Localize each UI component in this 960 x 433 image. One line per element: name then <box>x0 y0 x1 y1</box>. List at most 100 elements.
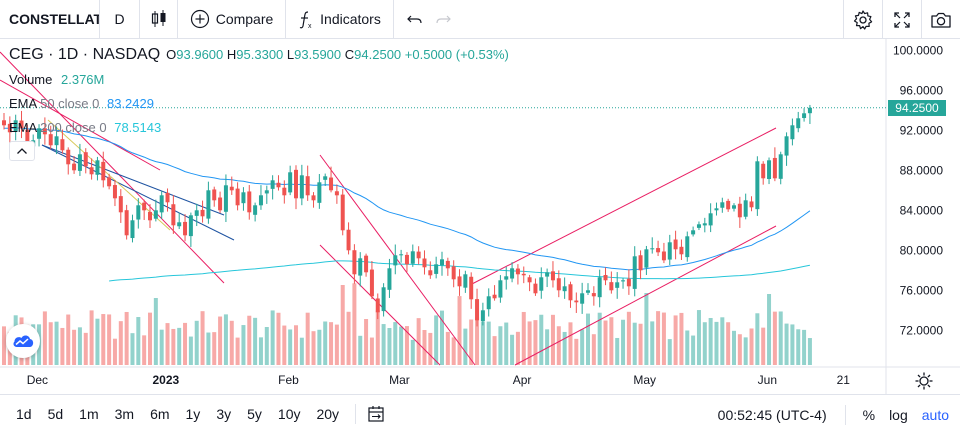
tradingview-logo[interactable] <box>6 324 40 358</box>
candle <box>673 230 678 260</box>
trendline-drawings[interactable] <box>0 51 777 366</box>
candle-body <box>416 251 421 259</box>
candle-body <box>112 185 117 199</box>
snapshot-button[interactable] <box>921 0 960 39</box>
range-3y[interactable]: 3y <box>216 406 232 422</box>
fullscreen-button[interactable] <box>882 0 921 39</box>
candle <box>539 267 544 299</box>
candle <box>294 165 298 210</box>
volume-bars <box>2 283 812 365</box>
price-axis[interactable]: 100.0000 96.0000 92.0000 88.0000 84.0000 80.0… <box>893 43 943 337</box>
candle-body <box>311 195 316 201</box>
candle-body <box>434 264 439 274</box>
volume-bar <box>288 329 293 365</box>
volume-bar <box>311 331 316 365</box>
candle-body <box>2 120 6 126</box>
legend-ohlc: O93.9600 H95.3300 L93.5900 C94.2500 +0.5… <box>166 47 509 62</box>
calendar-range-icon[interactable] <box>366 404 386 424</box>
candle-body <box>790 125 795 140</box>
candle-body <box>696 224 701 228</box>
candle <box>89 158 94 180</box>
candle-body <box>393 255 398 266</box>
volume-bar <box>136 317 141 365</box>
bottom-right-group: 00:52:45 (UTC-4) % log auto <box>718 395 960 433</box>
volume-bar <box>515 331 520 365</box>
indicators-button[interactable]: x Indicators <box>286 0 394 39</box>
candle <box>282 180 287 204</box>
candle <box>428 261 433 279</box>
percent-toggle[interactable]: % <box>862 406 876 423</box>
legend-volume-row[interactable]: Volume 2.376M <box>9 72 104 87</box>
price-chart[interactable]: 100.0000 96.0000 92.0000 88.0000 84.0000 80.0… <box>0 39 960 394</box>
interval-button[interactable]: D <box>100 0 140 39</box>
candle-body <box>282 187 287 196</box>
volume-bar <box>404 326 409 365</box>
redo-icon[interactable] <box>434 10 452 28</box>
volume-bar <box>60 327 65 365</box>
volume-bar <box>720 317 725 365</box>
settings-button[interactable] <box>843 0 882 39</box>
candle-body <box>743 200 748 217</box>
candle <box>329 166 334 193</box>
range-3m[interactable]: 3m <box>114 406 135 422</box>
candle <box>317 174 322 209</box>
candle-body <box>159 195 164 213</box>
legend-ema50-row[interactable]: EMA 50 close 0 83.2429 <box>9 96 154 111</box>
clock-timezone[interactable]: 00:52:45 (UTC-4) <box>718 404 846 425</box>
volume-bar <box>691 335 696 365</box>
candle-body <box>72 163 77 171</box>
volume-bar <box>42 311 47 365</box>
symbol-search-button[interactable]: CONSTELLATION <box>0 0 100 39</box>
volume-bar <box>346 311 351 365</box>
candle <box>346 222 351 255</box>
candle <box>323 173 328 187</box>
time-axis[interactable]: Dec 2023 Feb Mar Apr May Jun 21 <box>27 373 851 387</box>
range-5d[interactable]: 5d <box>47 406 64 422</box>
compare-button[interactable]: Compare <box>178 0 286 39</box>
axis-settings-button[interactable] <box>914 371 934 391</box>
legend-ema200-row[interactable]: EMA 200 close 0 78.5143 <box>9 120 161 135</box>
candle-body <box>510 268 515 279</box>
candle-body <box>299 175 304 199</box>
candle <box>299 164 304 206</box>
range-1m[interactable]: 1m <box>79 406 99 422</box>
log-toggle[interactable]: log <box>889 406 908 423</box>
candle-body <box>235 188 240 206</box>
range-5y[interactable]: 5y <box>247 406 262 422</box>
ema50-label: EMA <box>9 96 37 111</box>
candle <box>404 252 409 272</box>
chart-type-button[interactable] <box>140 0 178 39</box>
candle <box>802 108 807 122</box>
candle <box>545 268 550 288</box>
range-20y[interactable]: 20y <box>316 406 340 422</box>
range-10y[interactable]: 10y <box>277 406 301 422</box>
candle-body <box>749 201 754 208</box>
candle <box>7 116 12 144</box>
candle <box>387 258 392 298</box>
candle <box>200 200 205 223</box>
candle <box>218 191 223 213</box>
candle-body <box>270 180 275 189</box>
auto-toggle[interactable]: auto <box>921 406 949 423</box>
ema200-params: 200 close 0 <box>40 120 107 135</box>
range-1y[interactable]: 1y <box>185 406 201 422</box>
candle-body <box>200 209 205 217</box>
range-6m[interactable]: 6m <box>150 406 170 422</box>
range-1d[interactable]: 1d <box>16 406 32 422</box>
candle <box>609 271 614 294</box>
candle <box>696 221 701 231</box>
volume-bar <box>264 327 269 365</box>
legend-symbol-title[interactable]: CEG · 1D · NASDAQ <box>9 46 161 63</box>
volume-bar <box>142 335 147 365</box>
candle <box>112 179 117 207</box>
volume-bar <box>299 337 304 365</box>
candle <box>691 226 696 237</box>
candle-body <box>340 194 345 231</box>
volume-bar <box>253 317 258 365</box>
function-icon: x <box>299 11 312 29</box>
undo-icon[interactable] <box>406 10 424 28</box>
legend-collapse-button[interactable] <box>9 141 35 161</box>
high-value: 95.3300 <box>236 47 284 62</box>
candle-body <box>334 191 339 196</box>
candle-body <box>638 255 643 271</box>
